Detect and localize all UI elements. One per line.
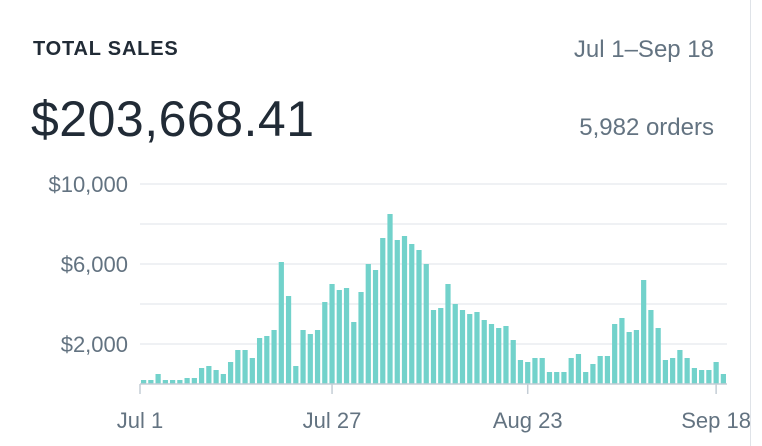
y-axis-labels: $10,000 $6,000 $2,000 xyxy=(48,172,128,357)
bar[interactable] xyxy=(256,338,263,384)
bar[interactable] xyxy=(452,304,458,384)
bar[interactable] xyxy=(184,378,190,384)
bar[interactable] xyxy=(539,358,545,384)
bar[interactable] xyxy=(691,368,697,384)
bar[interactable] xyxy=(322,302,328,384)
bar[interactable] xyxy=(293,366,299,384)
bar[interactable] xyxy=(713,362,719,384)
x-axis-labels: Jul 1 Jul 27 Aug 23 Sep 18 xyxy=(117,384,750,433)
bar[interactable] xyxy=(459,310,466,384)
bar[interactable] xyxy=(213,370,219,384)
bar[interactable] xyxy=(409,244,415,384)
bar[interactable] xyxy=(481,320,487,384)
x-tick-label: Aug 23 xyxy=(493,408,563,433)
bar[interactable] xyxy=(191,378,197,384)
bar[interactable] xyxy=(554,372,560,384)
bar[interactable] xyxy=(206,366,212,384)
bar[interactable] xyxy=(365,264,371,384)
bar[interactable] xyxy=(575,354,582,384)
x-tick-label: Jul 1 xyxy=(117,408,163,433)
bar[interactable] xyxy=(720,374,726,384)
bar[interactable] xyxy=(445,284,451,384)
bar[interactable] xyxy=(220,374,226,384)
bar[interactable] xyxy=(583,372,589,384)
bar[interactable] xyxy=(380,238,386,384)
bar[interactable] xyxy=(264,336,270,384)
bar[interactable] xyxy=(597,356,603,384)
bar[interactable] xyxy=(604,356,611,384)
bar[interactable] xyxy=(242,350,248,384)
bar[interactable] xyxy=(336,290,342,384)
bar[interactable] xyxy=(525,362,531,384)
bar[interactable] xyxy=(271,330,277,384)
bar[interactable] xyxy=(314,330,321,384)
bar[interactable] xyxy=(170,380,176,384)
bar[interactable] xyxy=(235,350,241,384)
bar[interactable] xyxy=(285,296,292,384)
bar[interactable] xyxy=(532,358,538,384)
bar[interactable] xyxy=(177,380,183,384)
bar[interactable] xyxy=(546,372,553,384)
bar[interactable] xyxy=(394,240,400,384)
y-tick-label: $2,000 xyxy=(61,332,128,357)
bar[interactable] xyxy=(684,358,690,384)
bar[interactable] xyxy=(358,292,364,384)
bar[interactable] xyxy=(307,334,313,384)
bar[interactable] xyxy=(387,214,393,384)
bar[interactable] xyxy=(699,370,705,384)
bar[interactable] xyxy=(706,370,712,384)
y-tick-label: $10,000 xyxy=(48,172,128,197)
bar[interactable] xyxy=(662,360,669,384)
bar[interactable] xyxy=(655,328,661,384)
card-title: TOTAL SALES xyxy=(33,38,179,60)
bar[interactable] xyxy=(300,330,306,384)
bar[interactable] xyxy=(249,358,255,384)
bar[interactable] xyxy=(227,362,234,384)
bar[interactable] xyxy=(670,358,676,384)
bar[interactable] xyxy=(351,322,357,384)
bars xyxy=(141,214,726,384)
x-tick-label: Jul 27 xyxy=(303,408,362,433)
bar[interactable] xyxy=(430,310,437,384)
date-range[interactable]: Jul 1–Sep 18 xyxy=(573,36,714,63)
bar[interactable] xyxy=(517,360,524,384)
bar[interactable] xyxy=(503,326,509,384)
bar[interactable] xyxy=(619,318,625,384)
bar[interactable] xyxy=(677,350,683,384)
bar[interactable] xyxy=(372,270,379,384)
x-tick-label: Sep 18 xyxy=(681,408,750,433)
bar[interactable] xyxy=(496,328,502,384)
orders-count: 5,982 orders xyxy=(579,114,714,141)
bar[interactable] xyxy=(416,250,422,384)
bar[interactable] xyxy=(474,312,480,384)
bar[interactable] xyxy=(641,280,647,384)
bar[interactable] xyxy=(510,340,516,384)
total-sales-value: $203,668.41 xyxy=(31,91,315,147)
bar[interactable] xyxy=(568,358,574,384)
bar[interactable] xyxy=(401,236,408,384)
bar[interactable] xyxy=(590,364,596,384)
bar[interactable] xyxy=(488,324,495,384)
bar[interactable] xyxy=(423,264,429,384)
y-tick-label: $6,000 xyxy=(61,252,128,277)
bar[interactable] xyxy=(148,380,154,384)
bar[interactable] xyxy=(278,262,284,384)
bar[interactable] xyxy=(612,324,618,384)
card-right-border xyxy=(750,0,751,446)
bar[interactable] xyxy=(162,380,168,384)
bar[interactable] xyxy=(329,284,335,384)
bar[interactable] xyxy=(141,380,147,384)
bar[interactable] xyxy=(155,374,161,384)
bar[interactable] xyxy=(561,372,567,384)
bar[interactable] xyxy=(438,308,444,384)
bar[interactable] xyxy=(343,288,350,384)
bar[interactable] xyxy=(633,330,640,384)
bar[interactable] xyxy=(626,332,632,384)
bar[interactable] xyxy=(198,368,205,384)
bar[interactable] xyxy=(467,314,473,384)
bar[interactable] xyxy=(648,310,654,384)
